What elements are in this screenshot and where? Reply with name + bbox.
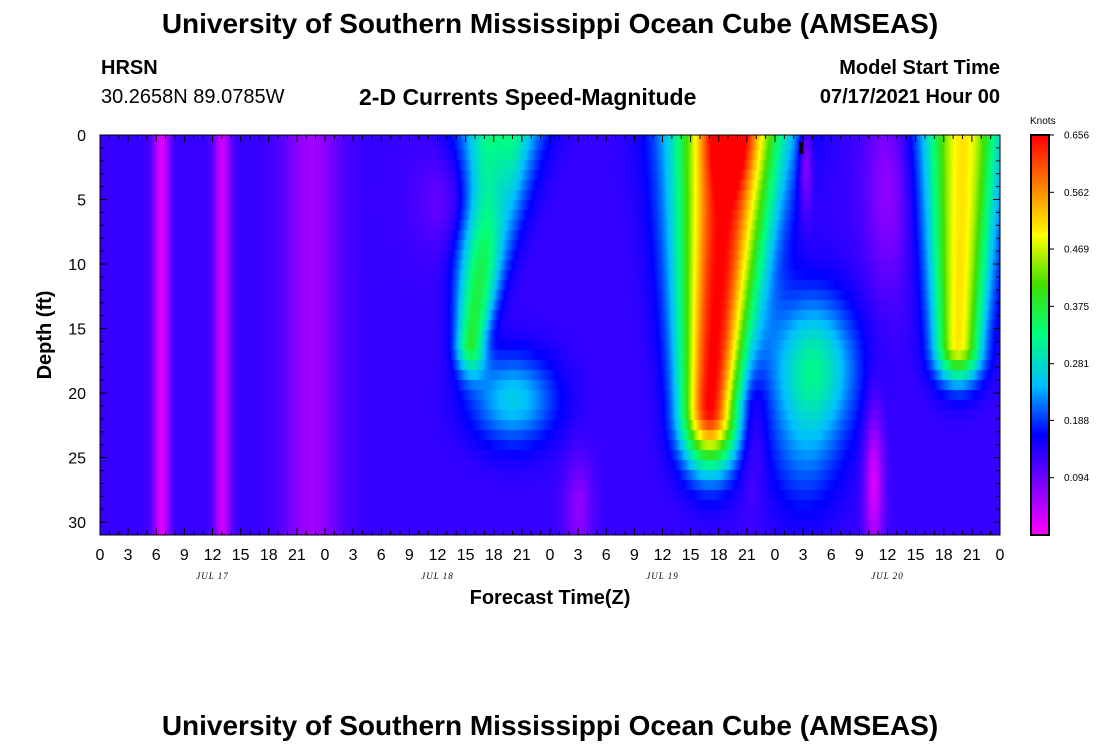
station-coordinates: 30.2658N 89.0785W — [101, 86, 285, 108]
x-tick-label: 15 — [682, 547, 700, 564]
x-tick-label: 9 — [180, 547, 189, 564]
x-tick-label: 18 — [260, 547, 278, 564]
x-tick-label: 0 — [321, 547, 330, 564]
y-tick-label: 5 — [77, 193, 86, 210]
x-tick-label: 12 — [879, 547, 897, 564]
x-tick-label: 12 — [204, 547, 222, 564]
x-tick-label: 6 — [377, 547, 386, 564]
colorbar-tick-label: 0.375 — [1064, 302, 1089, 313]
x-tick-label: 15 — [907, 547, 925, 564]
colorbar-tick-label: 0.469 — [1064, 245, 1089, 256]
colorbar-tick-label: 0.094 — [1064, 473, 1089, 484]
x-tick-label: 0 — [996, 547, 1005, 564]
model-start-time: 07/17/2021 Hour 00 — [819, 86, 1000, 108]
x-tick-label: 18 — [710, 547, 728, 564]
x-tick-label: 9 — [855, 547, 864, 564]
y-tick-label: 10 — [68, 257, 86, 274]
x-tick-label: 6 — [152, 547, 161, 564]
x-tick-label: 0 — [96, 547, 105, 564]
chart-subtitle: 2-D Currents Speed-Magnitude — [359, 84, 697, 110]
x-tick-label: 6 — [827, 547, 836, 564]
x-tick-label: 12 — [654, 547, 672, 564]
x-tick-label: 3 — [349, 547, 358, 564]
x-date-label: JUL 18 — [421, 571, 454, 581]
x-date-label: JUL 17 — [196, 571, 229, 581]
x-tick-label: 15 — [232, 547, 250, 564]
model-start-label: Model Start Time — [839, 57, 1000, 79]
footer-title: University of Southern Mississippi Ocean… — [161, 710, 939, 741]
station-name: HRSN — [101, 57, 158, 79]
x-tick-label: 9 — [630, 547, 639, 564]
x-tick-label: 18 — [485, 547, 503, 564]
colorbar-tick-label: 0.562 — [1064, 188, 1089, 199]
x-date-label: JUL 20 — [871, 571, 904, 581]
x-tick-label: 21 — [288, 547, 306, 564]
colorbar-tick-label: 0.281 — [1064, 359, 1089, 370]
x-date-label: JUL 19 — [646, 571, 679, 581]
x-tick-label: 21 — [963, 547, 981, 564]
x-tick-label: 9 — [405, 547, 414, 564]
colorbar-gradient — [1031, 135, 1049, 535]
x-tick-label: 12 — [429, 547, 447, 564]
x-axis-title: Forecast Time(Z) — [470, 587, 631, 609]
chart-title: University of Southern Mississippi Ocean… — [161, 8, 939, 39]
x-tick-label: 18 — [935, 547, 953, 564]
x-tick-label: 3 — [574, 547, 583, 564]
y-tick-label: 15 — [68, 322, 86, 339]
x-tick-label: 6 — [602, 547, 611, 564]
x-tick-label: 15 — [457, 547, 475, 564]
y-tick-label: 30 — [68, 515, 86, 532]
colorbar-unit-label: Knots — [1030, 116, 1056, 127]
x-tick-label: 0 — [771, 547, 780, 564]
y-axis-title: Depth (ft) — [34, 291, 56, 380]
x-tick-label: 0 — [546, 547, 555, 564]
y-tick-label: 0 — [77, 128, 86, 145]
x-tick-label: 21 — [513, 547, 531, 564]
colorbar-tick-label: 0.188 — [1064, 416, 1089, 427]
y-tick-label: 25 — [68, 451, 86, 468]
y-tick-label: 20 — [68, 386, 86, 403]
x-tick-label: 3 — [124, 547, 133, 564]
x-tick-label: 3 — [799, 547, 808, 564]
colorbar-tick-label: 0.656 — [1064, 131, 1089, 142]
heatmap-plot — [100, 135, 1000, 535]
x-tick-label: 21 — [738, 547, 756, 564]
